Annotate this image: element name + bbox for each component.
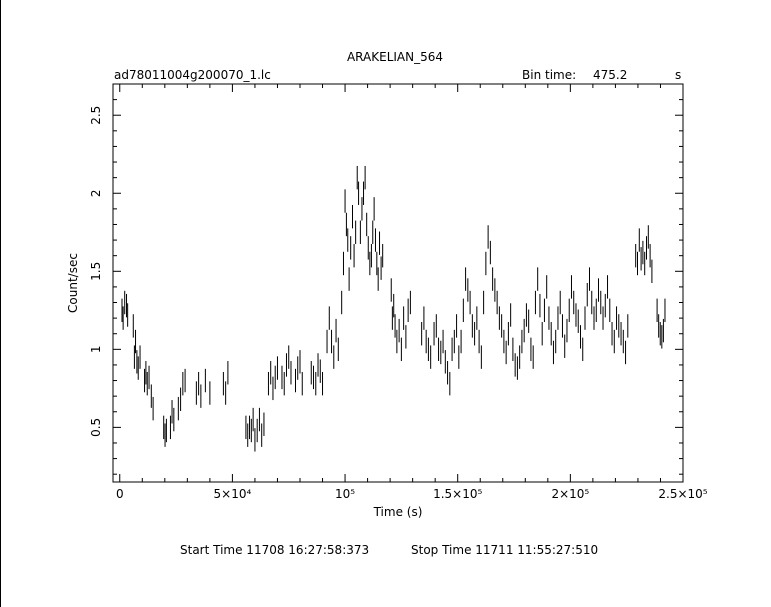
bin-time-unit: s: [675, 68, 682, 82]
data-points: [121, 165, 666, 452]
x-tick-label: 1.5×10⁵: [433, 487, 482, 501]
stop-time-label: Stop Time 11711 11:55:27:510: [411, 543, 599, 557]
x-tick-label: 2×10⁵: [551, 487, 589, 501]
x-tick-label: 5×10⁴: [214, 487, 252, 501]
y-axis-label: Count/sec: [66, 253, 80, 313]
start-time-label: Start Time 11708 16:27:58:373: [180, 543, 370, 557]
y-tick-label: 0.5: [89, 418, 103, 437]
bin-time-value: 475.2: [593, 68, 628, 82]
file-name-label: ad78011004g200070_1.lc: [114, 68, 271, 82]
x-tick-label: 2.5×10⁵: [658, 487, 707, 501]
chart-title: ARAKELIAN_564: [346, 50, 444, 64]
y-tick-label: 2: [89, 189, 103, 197]
y-tick-label: 1.5: [89, 262, 103, 281]
x-tick-label: 10⁵: [335, 487, 355, 501]
y-tick-label: 1: [89, 346, 103, 354]
x-tick-label: 0: [116, 487, 124, 501]
bin-time-label: Bin time:: [522, 68, 577, 82]
y-tick-label: 2.5: [89, 106, 103, 125]
x-axis-label: Time (s): [373, 505, 423, 519]
window-left-border: [0, 0, 1, 607]
axis-ticks: 0 5×10⁴ 10⁵ 1.5×10⁵ 2×10⁵ 2.5×10⁵ 0.5 1 1.5 2 2.5: [89, 84, 708, 501]
plot-frame: [112, 83, 684, 483]
